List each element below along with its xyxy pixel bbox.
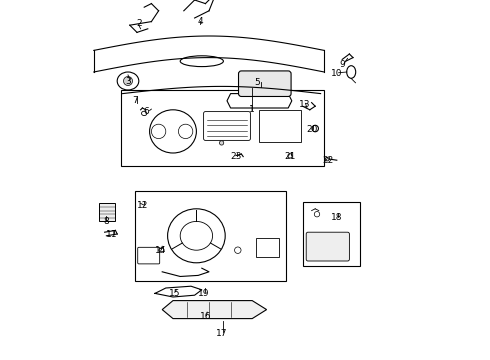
Text: 1: 1 bbox=[249, 105, 255, 114]
Text: 21: 21 bbox=[284, 152, 295, 161]
Text: 22: 22 bbox=[322, 156, 333, 165]
Text: 17: 17 bbox=[216, 328, 227, 338]
Text: 18: 18 bbox=[331, 213, 343, 222]
Text: 10: 10 bbox=[331, 69, 343, 78]
Text: 14: 14 bbox=[155, 246, 166, 255]
Text: 6: 6 bbox=[143, 107, 149, 116]
Text: 7: 7 bbox=[132, 96, 138, 105]
Polygon shape bbox=[162, 301, 267, 319]
Text: 19: 19 bbox=[198, 289, 209, 298]
Text: 20: 20 bbox=[306, 125, 318, 134]
FancyBboxPatch shape bbox=[239, 71, 291, 96]
Text: 9: 9 bbox=[339, 60, 345, 69]
FancyBboxPatch shape bbox=[306, 232, 349, 261]
Text: 16: 16 bbox=[199, 312, 211, 321]
Text: 3: 3 bbox=[125, 77, 131, 86]
Text: 4: 4 bbox=[197, 17, 203, 26]
Ellipse shape bbox=[220, 141, 224, 145]
Text: 15: 15 bbox=[169, 289, 180, 298]
Text: 23: 23 bbox=[230, 152, 242, 161]
Text: 5: 5 bbox=[255, 78, 261, 87]
Text: 13: 13 bbox=[298, 100, 310, 109]
Text: 8: 8 bbox=[103, 217, 109, 226]
Ellipse shape bbox=[123, 77, 132, 86]
Text: 12: 12 bbox=[137, 201, 148, 210]
FancyBboxPatch shape bbox=[99, 203, 116, 221]
Text: 2: 2 bbox=[136, 19, 142, 28]
Text: 11: 11 bbox=[106, 230, 118, 239]
